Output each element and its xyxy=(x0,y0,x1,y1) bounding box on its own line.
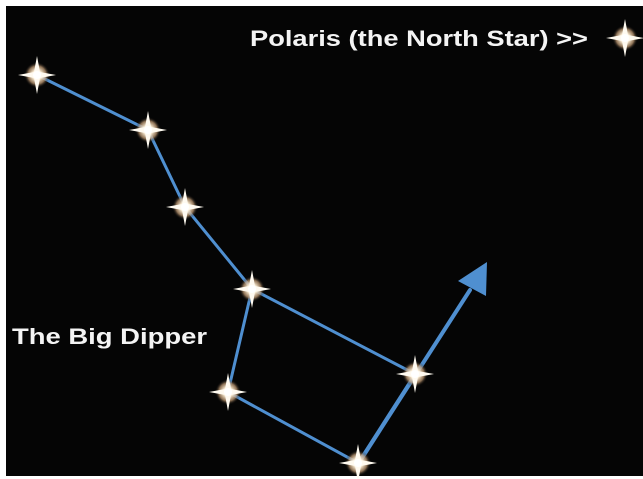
page: Polaris (the North Star) >> The Big Dipp… xyxy=(0,0,643,479)
sky-background xyxy=(6,6,643,476)
big-dipper-label: The Big Dipper xyxy=(12,324,208,349)
polaris-label: Polaris (the North Star) >> xyxy=(250,26,588,51)
diagram: Polaris (the North Star) >> The Big Dipp… xyxy=(0,0,643,479)
